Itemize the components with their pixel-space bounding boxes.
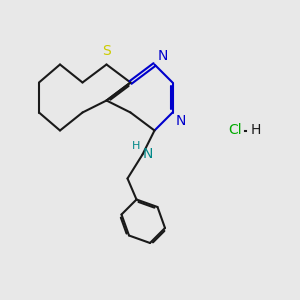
Text: N: N — [142, 148, 153, 161]
Text: H: H — [250, 124, 261, 137]
Text: Cl: Cl — [228, 124, 242, 137]
Text: H: H — [132, 141, 140, 151]
Text: N: N — [176, 114, 187, 128]
Text: S: S — [102, 44, 111, 58]
Text: N: N — [158, 49, 169, 63]
